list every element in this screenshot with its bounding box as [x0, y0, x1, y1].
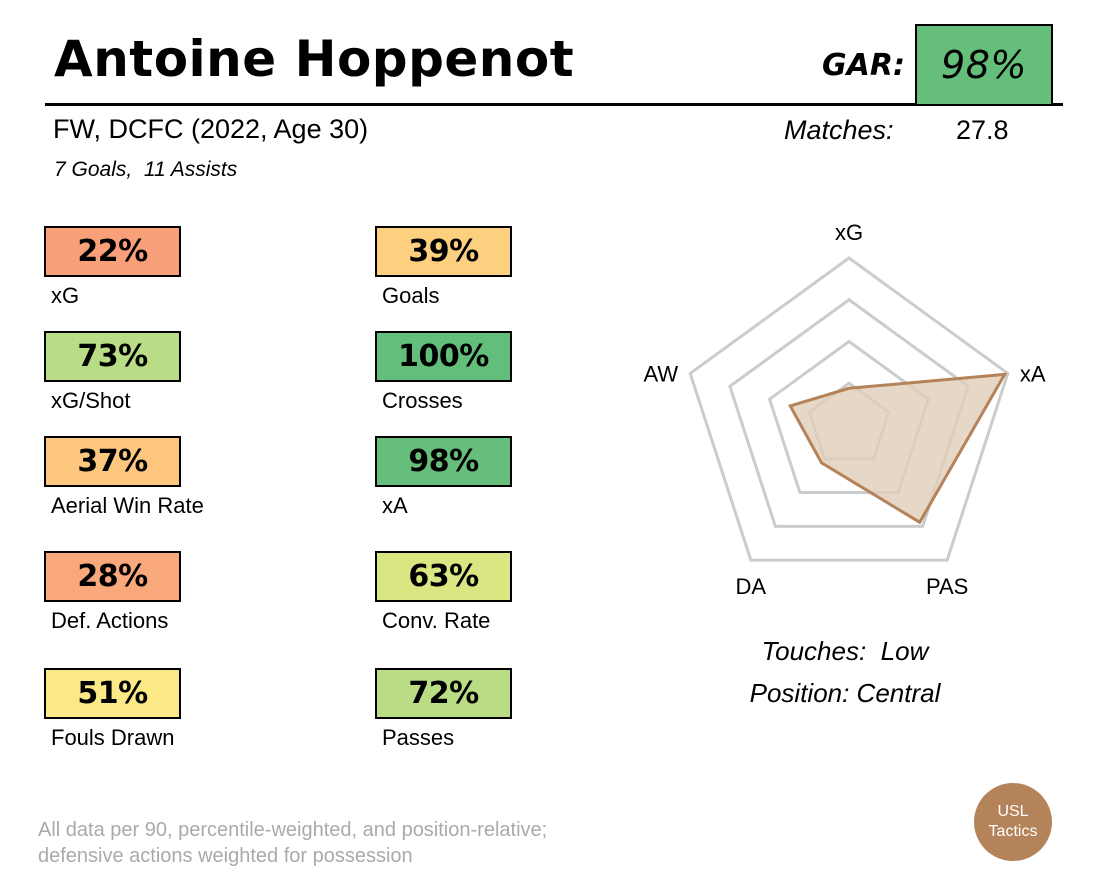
stat-box-passes: 72%	[375, 668, 512, 719]
position-info: Position: Central	[749, 678, 941, 708]
stat-label-xg-per-shot: xG/Shot	[51, 388, 131, 413]
stat-box-def-actions: 28%	[44, 551, 181, 602]
radar-ring	[728, 297, 970, 528]
footnote: All data per 90, percentile-weighted, an…	[38, 817, 547, 869]
stat-label-crosses: Crosses	[382, 388, 463, 413]
stat-label-def-actions: Def. Actions	[51, 608, 169, 633]
stat-label-xa: xA	[382, 493, 408, 518]
stat-label-conv-rate: Conv. Rate	[382, 608, 491, 633]
radar-axis-label-pas: PAS	[926, 574, 968, 599]
usl-tactics-logo: USL Tactics	[974, 783, 1052, 861]
player-name: Antoine Hoppenot	[54, 30, 575, 88]
stat-box-xg-per-shot: 73%	[44, 331, 181, 382]
radar-data-polygon	[788, 372, 1008, 525]
radar-axis-label-aw: AW	[644, 361, 679, 386]
matches-label: Matches:	[784, 115, 894, 145]
touches-info: Touches: Low	[761, 636, 929, 666]
gar-value-badge: 98%	[915, 24, 1053, 106]
gar-label: GAR:	[822, 48, 905, 83]
stat-box-conv-rate: 63%	[375, 551, 512, 602]
player-subtitle: FW, DCFC (2022, Age 30)	[53, 114, 369, 144]
footnote-line-1: All data per 90, percentile-weighted, an…	[38, 819, 548, 841]
stat-box-goals: 39%	[375, 226, 512, 277]
stat-box-fouls-drawn: 51%	[44, 668, 181, 719]
stat-label-aerial-win-rate: Aerial Win Rate	[51, 493, 204, 518]
logo-line-1: USL	[997, 803, 1029, 820]
radar-axis-label-xg: xG	[835, 220, 863, 245]
logo-line-2: Tactics	[988, 823, 1038, 840]
stat-label-xg: xG	[51, 283, 80, 308]
stat-box-xg: 22%	[44, 226, 181, 277]
stat-label-goals: Goals	[382, 283, 440, 308]
stat-box-crosses: 100%	[375, 331, 512, 382]
stat-label-fouls-drawn: Fouls Drawn	[51, 725, 175, 750]
matches-value: 27.8	[956, 115, 1009, 145]
stat-label-passes: Passes	[382, 725, 455, 750]
radar-axis-label-da: DA	[736, 574, 767, 599]
header-divider	[45, 103, 1063, 106]
footnote-line-2: defensive actions weighted for possessio…	[38, 845, 413, 867]
goals-assists-line: 7 Goals, 11 Assists	[54, 158, 238, 181]
radar-ring	[688, 256, 1010, 562]
radar-axis-label-xa: xA	[1020, 361, 1046, 386]
stat-box-aerial-win-rate: 37%	[44, 436, 181, 487]
stat-box-xa: 98%	[375, 436, 512, 487]
radar-chart: xG xA PAS DA AW	[644, 220, 1046, 599]
